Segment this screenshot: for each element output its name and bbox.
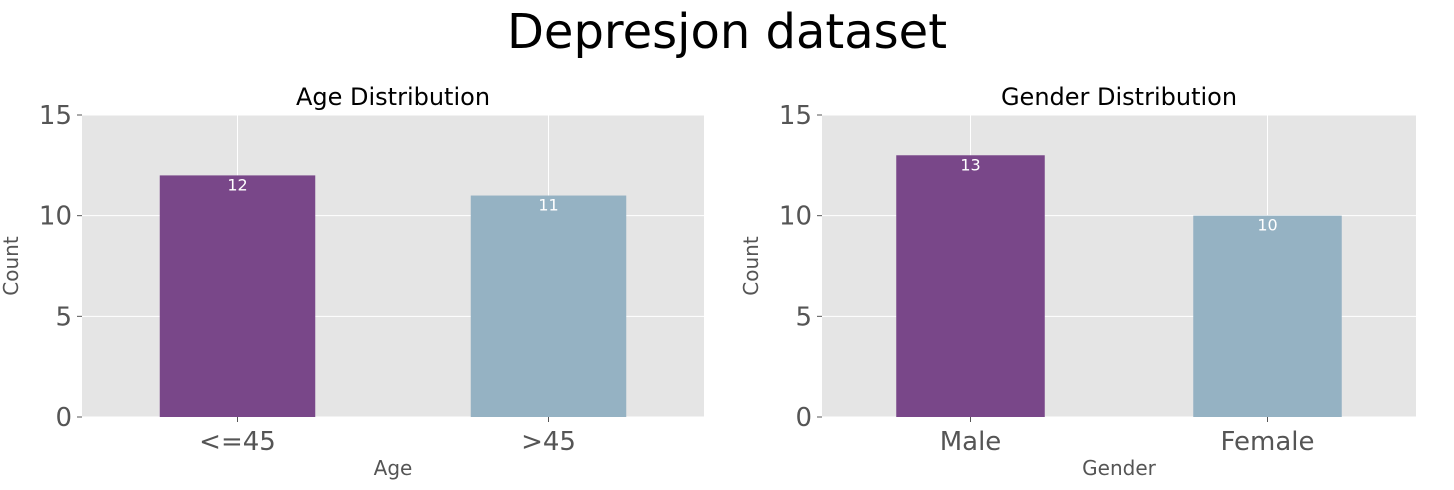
chart-2-title: Gender Distribution bbox=[1001, 83, 1237, 111]
chart-2-x-axis-label: Gender bbox=[1082, 456, 1156, 480]
chart-2-y-tick-label: 0 bbox=[795, 403, 812, 433]
chart-2-y-tick-label: 15 bbox=[779, 101, 812, 131]
chart-1-bar-value-label: 12 bbox=[227, 175, 247, 194]
chart-1-bar-value-label: 11 bbox=[538, 196, 558, 215]
chart-1-bar-2 bbox=[470, 195, 627, 417]
chart-1-y-tick-label: 10 bbox=[39, 202, 72, 232]
chart-2-bar-value-label: 10 bbox=[1257, 216, 1277, 235]
chart-1-x-axis-label: Age bbox=[374, 456, 413, 480]
figure-title: Depresjon dataset bbox=[506, 4, 948, 60]
chart-2-x-tick-label: Female bbox=[1220, 427, 1314, 457]
chart-2-bar-2 bbox=[1193, 215, 1342, 417]
chart-1-y-axis-label: Count bbox=[0, 236, 23, 296]
chart-2-y-tick-label: 5 bbox=[795, 302, 812, 332]
chart-1-y-tick-label: 15 bbox=[39, 101, 72, 131]
chart-1-title: Age Distribution bbox=[296, 83, 490, 111]
chart-1-x-tick-label: <=45 bbox=[199, 427, 276, 457]
chart-2-y-axis-label: Count bbox=[739, 236, 763, 296]
chart-1-x-tick-label: >45 bbox=[521, 427, 576, 457]
chart-2-y-tick-label: 10 bbox=[779, 202, 812, 232]
chart-2-bar-value-label: 13 bbox=[960, 155, 980, 174]
chart-1-y-tick-label: 5 bbox=[55, 302, 72, 332]
chart-1-y-tick-label: 0 bbox=[55, 403, 72, 433]
chart-1-bar-1 bbox=[159, 175, 316, 417]
chart-2-x-tick-label: Male bbox=[940, 427, 1002, 457]
chart-2-bar-1 bbox=[896, 155, 1045, 417]
